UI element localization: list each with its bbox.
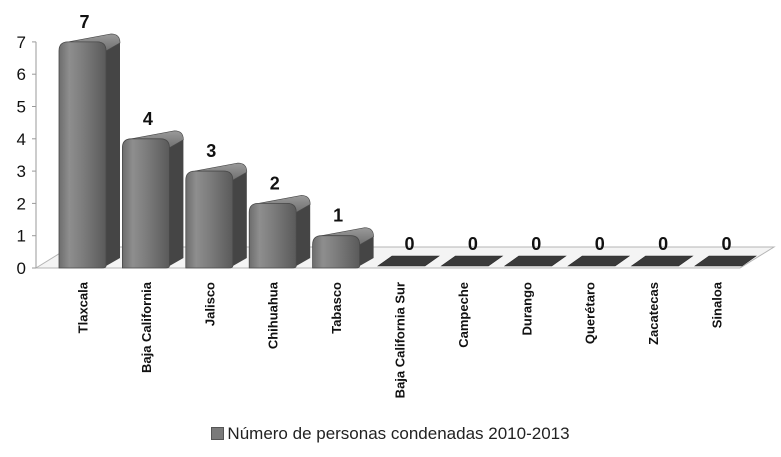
bar	[122, 130, 184, 269]
bar-side	[169, 139, 184, 266]
data-label: 2	[270, 173, 280, 193]
x-tick-label: Tabasco	[329, 282, 344, 334]
data-label: 0	[531, 234, 541, 254]
data-label: 4	[143, 109, 153, 129]
y-tick-label: 0	[17, 259, 26, 278]
bar-side	[106, 42, 120, 267]
bar	[312, 227, 374, 269]
y-tick-label: 1	[17, 227, 26, 246]
y-tick-label: 4	[17, 130, 26, 149]
bar	[694, 255, 757, 267]
x-tick-label: Jalisco	[202, 282, 217, 326]
y-axis: 0 1 2 3 4 5 6 7	[17, 33, 37, 278]
y-tick-label: 2	[17, 194, 26, 213]
bar-front	[122, 138, 170, 269]
data-label: 0	[595, 234, 605, 254]
bar	[377, 255, 440, 267]
x-tick-label: Sinaloa	[710, 281, 725, 328]
x-tick-label: Baja California	[139, 281, 154, 373]
x-tick-label: Campeche	[456, 282, 471, 348]
x-tick-label: Querétaro	[583, 282, 598, 344]
bar-side	[296, 204, 311, 266]
legend: Número de personas condenadas 2010-2013	[0, 424, 781, 444]
bar	[248, 195, 311, 269]
category-labels: Tlaxcala Baja California Jalisco Chihuahua T…	[76, 281, 725, 398]
data-label: 0	[404, 234, 414, 254]
bar	[185, 162, 248, 269]
data-label: 3	[206, 141, 216, 161]
x-tick-label: Durango	[519, 282, 534, 336]
bar-front	[58, 41, 107, 269]
bar-front	[248, 203, 297, 269]
bar-front	[185, 170, 234, 269]
bar-front	[312, 235, 360, 269]
legend-swatch	[211, 427, 225, 440]
bar-side	[232, 172, 247, 266]
bar	[503, 255, 567, 267]
y-tick-label: 5	[17, 98, 26, 117]
bar	[567, 255, 631, 267]
x-tick-label: Chihuahua	[266, 281, 281, 349]
bar	[440, 255, 504, 267]
x-tick-label: Tlaxcala	[76, 281, 91, 333]
x-tick-label: Zacatecas	[646, 282, 661, 345]
y-tick-label: 7	[17, 33, 26, 52]
data-label: 0	[721, 234, 731, 254]
x-tick-label: Baja California Sur	[393, 282, 408, 398]
bar	[630, 255, 694, 267]
data-label: 0	[468, 234, 478, 254]
data-label: 0	[658, 234, 668, 254]
data-label: 7	[79, 12, 89, 32]
bar	[58, 33, 121, 269]
data-label: 1	[333, 206, 343, 226]
bars: 7 4 3 2 1 0 0 0 0 0 0	[58, 12, 757, 269]
y-tick-label: 6	[17, 65, 26, 84]
bar-side	[359, 236, 374, 266]
y-tick-label: 3	[17, 162, 26, 181]
legend-label: Número de personas condenadas 2010-2013	[227, 424, 570, 443]
